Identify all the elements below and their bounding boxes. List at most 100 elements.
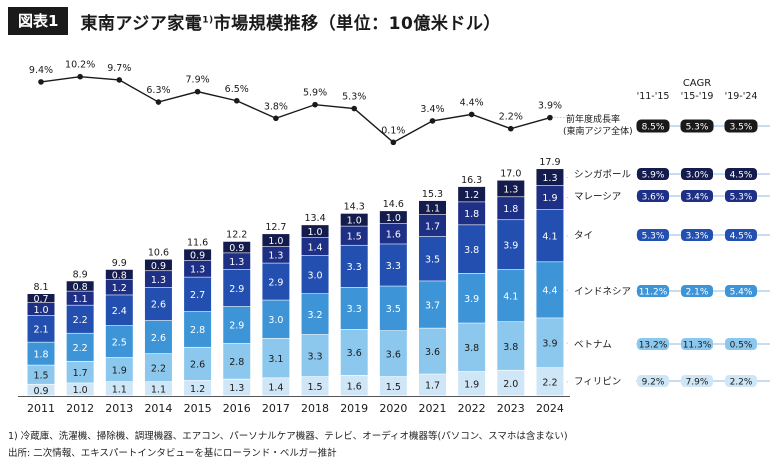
bar-segment-シンガポール-2013 bbox=[105, 269, 133, 280]
bar-segment-ベトナム-2024 bbox=[536, 318, 564, 368]
bar-segment-シンガポール-2011 bbox=[27, 294, 55, 303]
bar-segment-フィリピン-2024 bbox=[536, 367, 564, 396]
row-label: シンガポール bbox=[574, 170, 632, 181]
bar-value-label: 3.1 bbox=[268, 354, 283, 365]
cagr-value: 4.5% bbox=[730, 232, 753, 242]
bar-value-label: 1.9 bbox=[112, 365, 127, 376]
growth-rate-point bbox=[155, 99, 162, 105]
bar-value-label: 0.7 bbox=[33, 294, 48, 305]
bar-value-label: 0.9 bbox=[33, 386, 48, 397]
bar-total-label: 15.3 bbox=[422, 189, 443, 200]
title-main: 東南アジア家電 bbox=[80, 13, 203, 34]
bar-value-label: 3.6 bbox=[425, 347, 440, 358]
bar-segment-インドネシア-2013 bbox=[105, 325, 133, 358]
bar-total-label: 8.1 bbox=[33, 282, 48, 293]
bar-segment-インドネシア-2017 bbox=[262, 300, 290, 339]
bar-segment-タイ-2021 bbox=[419, 236, 446, 281]
bar-segment-フィリピン-2011 bbox=[27, 384, 55, 396]
bar-value-label: 2.2 bbox=[73, 343, 88, 354]
bar-segment-シンガポール-2023 bbox=[497, 180, 525, 197]
x-tick-label: 2011 bbox=[27, 402, 55, 415]
growth-rate-point bbox=[351, 105, 358, 112]
growth-rate-label: 6.5% bbox=[225, 84, 249, 95]
bar-segment-マレーシア-2013 bbox=[105, 279, 133, 295]
bar-value-label: 1.5 bbox=[33, 370, 48, 381]
growth-rate-point bbox=[77, 73, 83, 80]
cagr-value: 5.9% bbox=[642, 171, 665, 181]
growth-rate-label: 3.9% bbox=[538, 101, 562, 112]
bar-value-label: 1.4 bbox=[268, 383, 283, 394]
cagr-value: 3.5% bbox=[730, 123, 753, 133]
title-footnote-marker: 1) bbox=[202, 14, 214, 25]
cagr-pill bbox=[681, 190, 713, 202]
footnote: 1) 冷蔵庫、洗濯機、掃除機、調理機器、エアコン、パーソナルケア機器、テレビ、オ… bbox=[8, 431, 568, 442]
bar-value-label: 1.0 bbox=[33, 305, 48, 316]
bar-segment-インドネシア-2024 bbox=[536, 262, 564, 318]
x-tick-label: 2013 bbox=[105, 402, 133, 415]
bar-segment-タイ-2022 bbox=[458, 225, 486, 273]
bar-value-label: 2.5 bbox=[112, 337, 127, 348]
cagr-pill bbox=[681, 338, 713, 350]
bar-value-label: 1.3 bbox=[229, 383, 244, 394]
bar-value-label: 1.6 bbox=[347, 381, 362, 392]
growth-rate-point bbox=[194, 88, 201, 95]
bar-segment-インドネシア-2020 bbox=[379, 286, 407, 331]
bar-value-label: 2.7 bbox=[190, 290, 205, 301]
growth-rate-label: 5.3% bbox=[342, 92, 366, 103]
bar-value-label: 1.7 bbox=[73, 368, 88, 379]
bar-value-label: 1.1 bbox=[151, 384, 166, 395]
cagr-period-header: '15-'19 bbox=[681, 91, 714, 102]
growth-rate-label: 9.4% bbox=[29, 65, 53, 76]
bar-value-label: 2.6 bbox=[151, 300, 166, 311]
bar-value-label: 1.2 bbox=[190, 384, 205, 395]
figure-header: 図表1 東南アジア家電1)市場規模推移（単位：10億米ドル） bbox=[8, 6, 501, 36]
bar-value-label: 4.4 bbox=[542, 286, 557, 297]
growth-rate-point bbox=[508, 125, 514, 132]
bar-segment-マレーシア-2012 bbox=[66, 291, 94, 305]
x-tick-label: 2021 bbox=[419, 402, 447, 415]
growth-rate-label: 4.4% bbox=[460, 97, 484, 108]
x-tick-label: 2024 bbox=[536, 402, 564, 415]
bar-segment-インドネシア-2014 bbox=[144, 320, 172, 354]
bar-value-label: 3.9 bbox=[464, 294, 479, 305]
bar-value-label: 1.1 bbox=[73, 294, 88, 305]
bar-value-label: 1.0 bbox=[307, 227, 322, 238]
bar-value-label: 2.4 bbox=[112, 306, 127, 317]
growth-rate-label: 7.9% bbox=[186, 75, 210, 86]
bar-segment-フィリピン-2020 bbox=[379, 376, 407, 396]
cagr-pill bbox=[725, 229, 757, 241]
bar-total-label: 8.9 bbox=[73, 269, 88, 280]
bar-value-label: 3.9 bbox=[503, 240, 518, 251]
x-tick-label: 2022 bbox=[458, 402, 486, 415]
bar-value-label: 3.2 bbox=[307, 310, 322, 321]
growth-rate-point bbox=[116, 77, 123, 83]
bar-segment-インドネシア-2022 bbox=[458, 273, 486, 323]
bar-segment-マレーシア-2014 bbox=[144, 271, 172, 288]
bar-value-label: 1.9 bbox=[542, 193, 557, 204]
bar-value-label: 3.3 bbox=[386, 261, 401, 272]
bar-value-label: 3.0 bbox=[307, 270, 322, 281]
bar-value-label: 1.2 bbox=[112, 283, 127, 294]
bar-value-label: 1.6 bbox=[386, 230, 401, 241]
bar-segment-フィリピン-2012 bbox=[66, 383, 94, 396]
bar-value-label: 1.3 bbox=[190, 265, 205, 276]
bar-value-label: 3.5 bbox=[425, 254, 440, 265]
bar-segment-ベトナム-2011 bbox=[27, 365, 55, 384]
bar-segment-マレーシア-2021 bbox=[419, 214, 446, 237]
cagr-pill bbox=[637, 285, 669, 297]
bar-value-label: 2.2 bbox=[542, 377, 557, 388]
cagr-pill bbox=[725, 285, 757, 297]
bar-segment-ベトナム-2019 bbox=[340, 329, 368, 375]
bar-value-label: 1.9 bbox=[464, 379, 479, 390]
bar-segment-ベトナム-2017 bbox=[262, 338, 290, 378]
cagr-value: 5.3% bbox=[730, 193, 753, 203]
cagr-pill bbox=[681, 229, 713, 241]
bar-value-label: 1.3 bbox=[229, 257, 244, 268]
cagr-pill bbox=[636, 119, 670, 133]
bar-segment-タイ-2014 bbox=[144, 287, 172, 321]
cagr-value: 2.2% bbox=[730, 378, 753, 388]
cagr-pill bbox=[637, 168, 669, 180]
cagr-value: 3.3% bbox=[686, 232, 709, 242]
bar-value-label: 3.6 bbox=[386, 349, 401, 360]
bar-segment-フィリピン-2015 bbox=[184, 380, 212, 396]
